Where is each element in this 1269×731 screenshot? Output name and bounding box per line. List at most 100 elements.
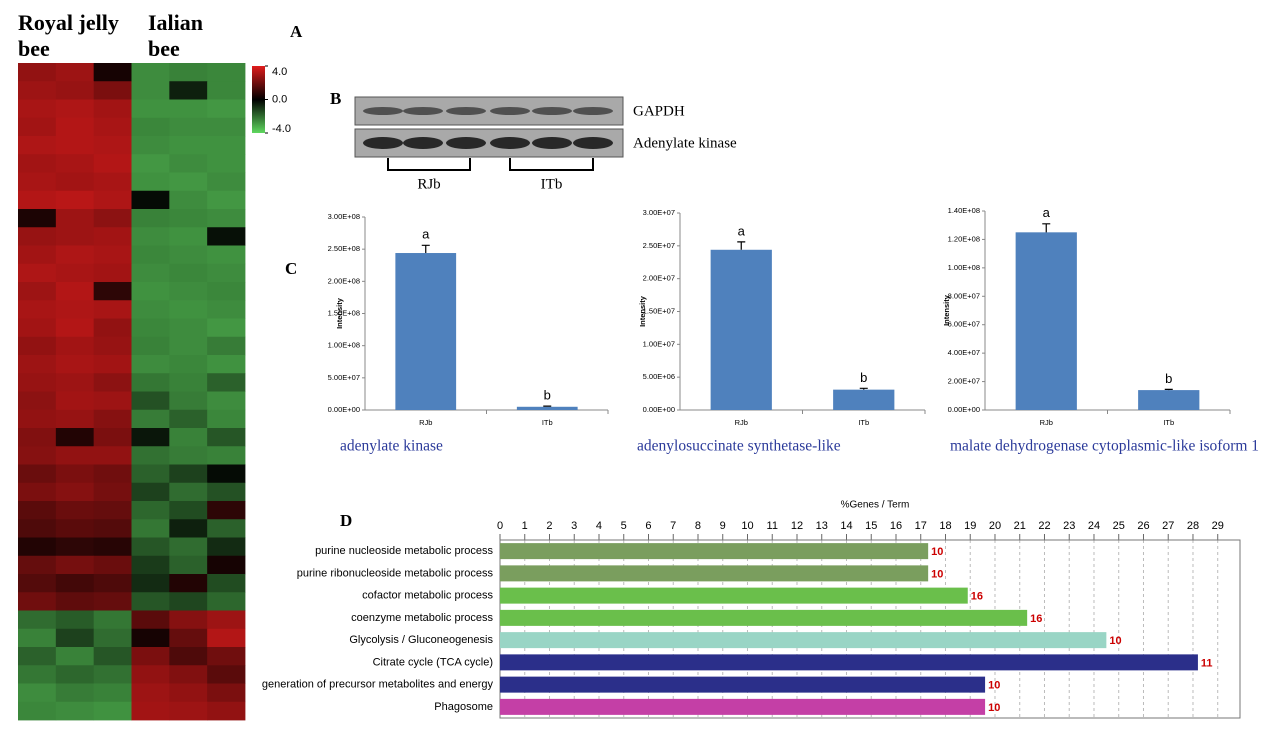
- heatmap-cell: [169, 81, 208, 100]
- heatmap-cell: [55, 701, 95, 721]
- x-tick-label: 24: [1088, 520, 1100, 532]
- heatmap-cell: [131, 628, 170, 648]
- heatmap-cell: [55, 99, 95, 119]
- heatmap-cell: [93, 409, 132, 429]
- x-tick-label: 0: [497, 520, 503, 532]
- heatmap-cell: [93, 227, 132, 246]
- heatmap-cell: [55, 665, 95, 684]
- heatmap-cell: [93, 683, 132, 703]
- heatmap-cell: [55, 555, 95, 575]
- y-tick-label: 0.00E+00: [948, 405, 980, 414]
- heatmap-cell: [55, 282, 95, 301]
- x-tick-label: 9: [720, 520, 726, 532]
- heatmap-cell: [93, 537, 132, 557]
- category-label: cofactor metabolic process: [362, 590, 493, 602]
- heatmap-cell: [207, 227, 246, 246]
- heatmap-cell: [93, 519, 132, 538]
- significance-letter: a: [738, 223, 746, 238]
- heatmap-cell: [55, 501, 95, 520]
- x-tick-label: 16: [890, 520, 902, 532]
- heatmap-cell: [93, 81, 132, 100]
- y-tick-label: 6.00E+07: [948, 320, 980, 329]
- y-tick-label: 4.00E+07: [948, 348, 980, 357]
- heatmap-cell: [131, 610, 170, 630]
- bar: [500, 609, 1028, 626]
- significance-letter: a: [422, 227, 430, 242]
- heatmap-cell: [207, 628, 246, 648]
- heatmap-cell: [131, 282, 170, 301]
- heatmap-cell: [207, 391, 246, 411]
- heatmap-cell: [169, 63, 208, 82]
- heatmap-cell: [18, 136, 57, 155]
- x-tick-label: ITb: [858, 418, 869, 427]
- heatmap-cell: [169, 373, 208, 392]
- heatmap-cell: [18, 537, 57, 557]
- heatmap-cell: [207, 373, 246, 392]
- heatmap-cell: [169, 117, 208, 137]
- heatmap-cell: [169, 263, 208, 283]
- heatmap-cell: [131, 81, 170, 100]
- y-tick-label: 1.00E+08: [948, 263, 980, 272]
- x-tick-label: 23: [1063, 520, 1075, 532]
- heatmap-cell: [18, 300, 57, 319]
- y-axis-label: Intensity: [335, 297, 344, 329]
- heatmap-cell: [131, 409, 170, 429]
- heatmap-cell: [207, 665, 246, 684]
- heatmap-cell: [207, 464, 246, 484]
- heatmap-cell: [93, 555, 132, 575]
- heatmap-cell: [18, 446, 57, 465]
- heatmap-cell: [207, 190, 246, 210]
- x-tick-label: 20: [989, 520, 1001, 532]
- heatmap-cell: [18, 665, 57, 684]
- heatmap-cell: [131, 373, 170, 392]
- blot-band: [490, 137, 530, 149]
- group-label: Ialian bee: [148, 10, 204, 61]
- heatmap-cell: [131, 209, 170, 228]
- heatmap-cell: [131, 574, 170, 593]
- heatmap-cell: [169, 245, 208, 265]
- heatmap-cell: [55, 318, 95, 338]
- heatmap-cell: [207, 282, 246, 301]
- heatmap-cell: [169, 574, 208, 593]
- gene-count: 11: [1201, 657, 1213, 669]
- heatmap-cell: [18, 701, 57, 721]
- heatmap-cell: [169, 519, 208, 538]
- y-tick-label: 2.00E+07: [948, 377, 980, 386]
- heatmap-cell: [207, 63, 246, 82]
- heatmap-cell: [169, 190, 208, 210]
- heatmap-cell: [18, 628, 57, 648]
- plot-frame: [499, 539, 1241, 719]
- heatmap-cell: [169, 409, 208, 429]
- heatmap-cell: [169, 428, 208, 447]
- category-label: coenzyme metabolic process: [351, 612, 493, 624]
- heatmap-cell: [93, 464, 132, 484]
- x-tick-label: 18: [939, 520, 951, 532]
- y-tick-label: 5.00E+06: [643, 372, 675, 381]
- heatmap-cell: [93, 117, 132, 137]
- heatmap-cell: [93, 209, 132, 228]
- heatmap-cell: [18, 683, 57, 703]
- heatmap-cell: [55, 263, 95, 283]
- blot-band: [532, 107, 572, 115]
- heatmap-cell: [207, 245, 246, 265]
- x-tick-label: 11: [767, 520, 778, 532]
- heatmap-cell: [169, 665, 208, 684]
- x-tick-label: 5: [621, 520, 627, 532]
- heatmap-cell: [169, 610, 208, 630]
- heatmap-cell: [207, 683, 246, 703]
- heatmap-cell: [55, 300, 95, 319]
- heatmap-cell: [18, 464, 57, 484]
- heatmap-cell: [131, 519, 170, 538]
- heatmap-cell: [18, 391, 57, 411]
- heatmap-cell: [207, 172, 246, 192]
- heatmap-cell: [169, 99, 208, 119]
- gene-count: 10: [988, 702, 1000, 714]
- heatmap-cell: [18, 99, 57, 119]
- bar: [710, 249, 772, 410]
- heatmap-cell: [18, 574, 57, 593]
- heatmap-cell: [18, 482, 57, 502]
- heatmap-cell: [93, 300, 132, 319]
- blot-band: [573, 137, 613, 149]
- blot-group-label: ITb: [541, 176, 563, 192]
- blot-row-label: GAPDH: [633, 103, 685, 119]
